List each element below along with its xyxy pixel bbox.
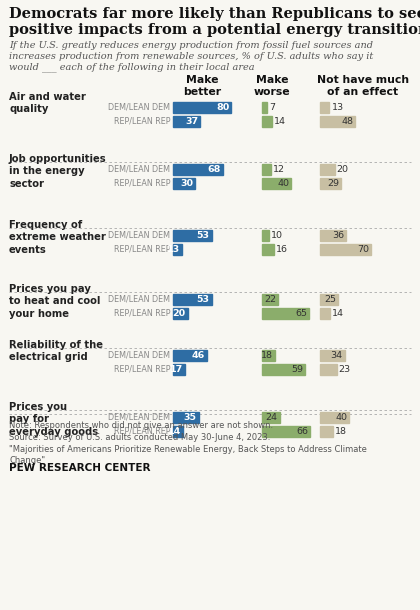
Text: 18: 18 [261,351,273,359]
Text: DEM/LEAN DEM: DEM/LEAN DEM [108,351,170,359]
Text: 34: 34 [331,351,343,359]
Text: 59: 59 [291,365,303,373]
Bar [320,293,338,304]
Bar [173,412,199,423]
Text: 14: 14 [168,426,181,436]
Bar [173,364,185,375]
Text: 29: 29 [327,179,339,187]
Text: 80: 80 [216,102,229,112]
Text: 13: 13 [167,245,181,254]
Text: 10: 10 [271,231,284,240]
Bar [320,163,335,174]
Bar [320,115,355,126]
Text: PEW RESEARCH CENTER: PEW RESEARCH CENTER [9,463,150,473]
Text: 18: 18 [335,426,347,436]
Text: REP/LEAN REP: REP/LEAN REP [113,309,170,317]
Text: REP/LEAN REP: REP/LEAN REP [113,245,170,254]
Text: 30: 30 [180,179,193,187]
Text: REP/LEAN REP: REP/LEAN REP [113,179,170,187]
Bar [320,101,330,112]
Text: Frequency of
extreme weather
events: Frequency of extreme weather events [9,220,106,255]
Text: 36: 36 [332,231,344,240]
Bar [262,101,267,112]
Text: 7: 7 [269,102,275,112]
Text: Democrats far more likely than Republicans to see
positive impacts from a potent: Democrats far more likely than Republica… [9,7,420,37]
Text: 17: 17 [170,365,184,373]
Text: Make
better: Make better [183,75,221,96]
Bar [262,178,291,188]
Bar [173,350,207,361]
Bar [262,229,269,240]
Bar [320,243,371,254]
Text: 46: 46 [192,351,205,359]
Bar [262,426,310,437]
Text: 65: 65 [295,309,307,317]
Text: 16: 16 [276,245,288,254]
Text: Make
worse: Make worse [254,75,290,96]
Text: 20: 20 [173,309,186,317]
Text: Prices you
pay for
everyday goods: Prices you pay for everyday goods [9,402,98,437]
Bar [173,307,188,318]
Text: DEM/LEAN DEM: DEM/LEAN DEM [108,295,170,304]
Bar [262,364,305,375]
Text: 23: 23 [339,365,351,373]
Bar [173,243,183,254]
Bar [320,229,346,240]
Text: 40: 40 [335,412,347,422]
Bar [173,101,231,112]
Bar [173,293,212,304]
Text: 24: 24 [265,412,278,422]
Text: 66: 66 [296,426,308,436]
Bar [262,163,271,174]
Text: Job opportunities
in the energy
sector: Job opportunities in the energy sector [9,154,107,189]
Bar [173,229,212,240]
Text: Reliability of the
electrical grid: Reliability of the electrical grid [9,340,103,362]
Text: 14: 14 [274,117,286,126]
Bar [262,243,274,254]
Text: 48: 48 [341,117,353,126]
Text: DEM/LEAN DEM: DEM/LEAN DEM [108,165,170,173]
Bar [262,350,275,361]
Text: 53: 53 [197,295,210,304]
Bar [320,350,345,361]
Text: 53: 53 [197,231,210,240]
Bar [320,307,330,318]
Bar [320,364,337,375]
Bar [320,426,333,437]
Text: 12: 12 [273,165,285,173]
Text: 40: 40 [277,179,289,187]
Text: Air and water
quality: Air and water quality [9,92,86,115]
Bar [173,178,195,188]
Text: Not have much
of an effect: Not have much of an effect [317,75,409,96]
Text: REP/LEAN REP: REP/LEAN REP [113,117,170,126]
Bar [262,115,272,126]
Bar [173,163,223,174]
Bar [320,412,349,423]
Bar [173,426,183,437]
Text: 13: 13 [331,102,344,112]
Bar [262,307,310,318]
Bar [262,412,280,423]
Text: 70: 70 [357,245,369,254]
Text: If the U.S. greatly reduces energy production from fossil fuel sources and
incre: If the U.S. greatly reduces energy produ… [9,41,373,72]
Text: 35: 35 [184,412,197,422]
Bar [320,178,341,188]
Text: 68: 68 [207,165,220,173]
Text: DEM/LEAN DEM: DEM/LEAN DEM [108,412,170,422]
Bar [262,293,278,304]
Text: REP/LEAN REP: REP/LEAN REP [113,365,170,373]
Text: 37: 37 [185,117,198,126]
Text: DEM/LEAN DEM: DEM/LEAN DEM [108,231,170,240]
Bar [173,115,200,126]
Text: Prices you pay
to heat and cool
your home: Prices you pay to heat and cool your hom… [9,284,100,319]
Text: 14: 14 [332,309,344,317]
Text: DEM/LEAN DEM: DEM/LEAN DEM [108,102,170,112]
Text: REP/LEAN REP: REP/LEAN REP [113,426,170,436]
Text: Note: Respondents who did not give an answer are not shown.
Source: Survey of U.: Note: Respondents who did not give an an… [9,421,367,465]
Text: 22: 22 [264,295,276,304]
Text: 20: 20 [336,165,349,173]
Text: 25: 25 [324,295,336,304]
